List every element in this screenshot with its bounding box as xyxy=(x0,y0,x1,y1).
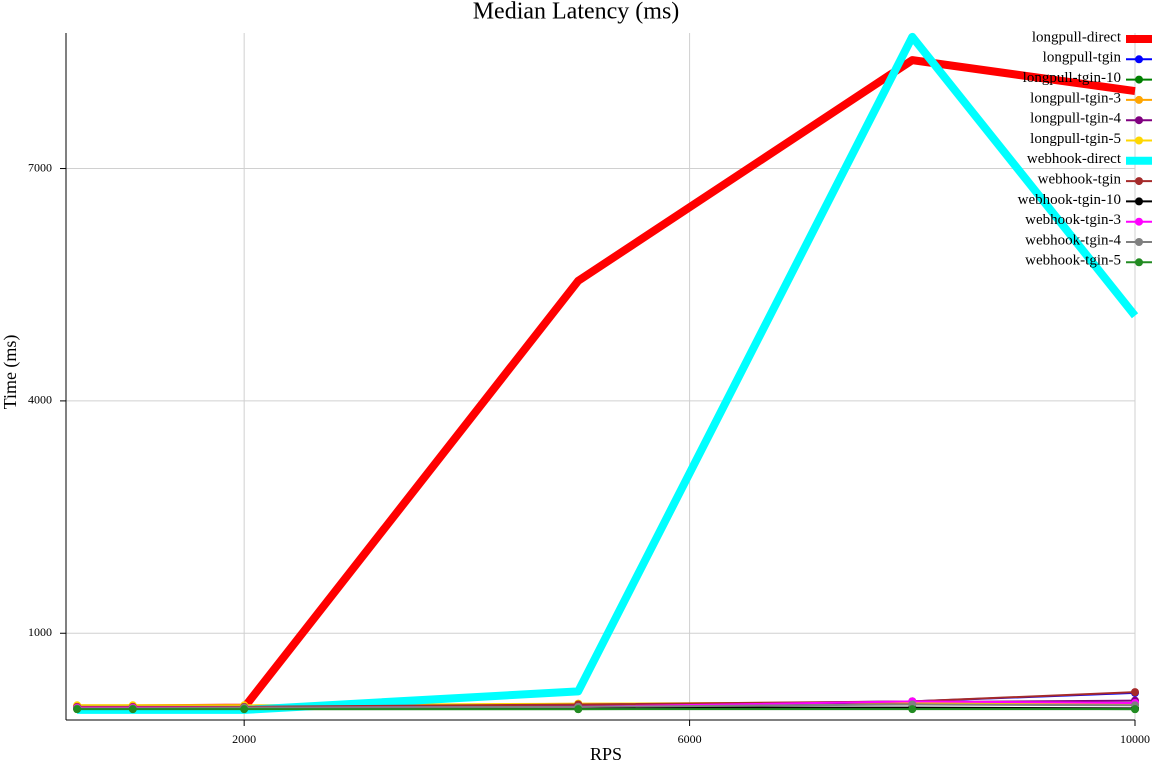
point xyxy=(1131,688,1139,697)
legend-marker xyxy=(1135,75,1143,84)
legend-label: longpull-tgin-4 xyxy=(1030,111,1121,127)
legend-marker xyxy=(1135,197,1143,206)
point xyxy=(128,705,137,714)
legend-label: longpull-tgin-3 xyxy=(1030,90,1121,106)
legend-marker xyxy=(1135,116,1143,125)
chart-title: Median Latency (ms) xyxy=(473,0,680,25)
legend-marker xyxy=(1135,55,1143,64)
legend-marker xyxy=(1135,95,1143,104)
legend-label: webhook-tgin-3 xyxy=(1025,212,1121,228)
x-axis-label: RPS xyxy=(590,744,622,764)
legend-label: webhook-tgin xyxy=(1038,172,1122,188)
x-tick-label: 10000 xyxy=(1120,732,1150,746)
legend-label: longpull-tgin xyxy=(1043,50,1122,66)
series-line xyxy=(77,32,1139,714)
legend-marker xyxy=(1135,258,1143,267)
x-tick-label: 6000 xyxy=(678,732,702,746)
legend-label: longpull-tgin-10 xyxy=(1023,70,1121,86)
point xyxy=(1131,705,1139,714)
point xyxy=(73,705,82,714)
legend-marker xyxy=(1135,217,1143,226)
point xyxy=(908,705,917,714)
y-tick-label: 1000 xyxy=(28,625,52,639)
legend-marker xyxy=(1135,177,1143,186)
legend-label: webhook-tgin-5 xyxy=(1025,253,1121,269)
y-tick-label: 7000 xyxy=(28,160,52,174)
legend-label: longpull-tgin-5 xyxy=(1030,131,1121,147)
y-axis-label: Time (ms) xyxy=(0,335,21,410)
legend-label: longpull-direct xyxy=(1032,29,1122,45)
y-tick-label: 4000 xyxy=(28,393,52,407)
legend-label: webhook-direct xyxy=(1027,151,1122,167)
legend-label: webhook-tgin-10 xyxy=(1018,192,1121,208)
legend-label: webhook-tgin-4 xyxy=(1025,232,1121,248)
legend-marker xyxy=(1135,136,1143,145)
series-line xyxy=(77,56,1136,713)
point xyxy=(574,705,583,714)
legend-marker xyxy=(1135,238,1143,246)
x-tick-label: 2000 xyxy=(232,732,256,746)
point xyxy=(240,705,249,714)
